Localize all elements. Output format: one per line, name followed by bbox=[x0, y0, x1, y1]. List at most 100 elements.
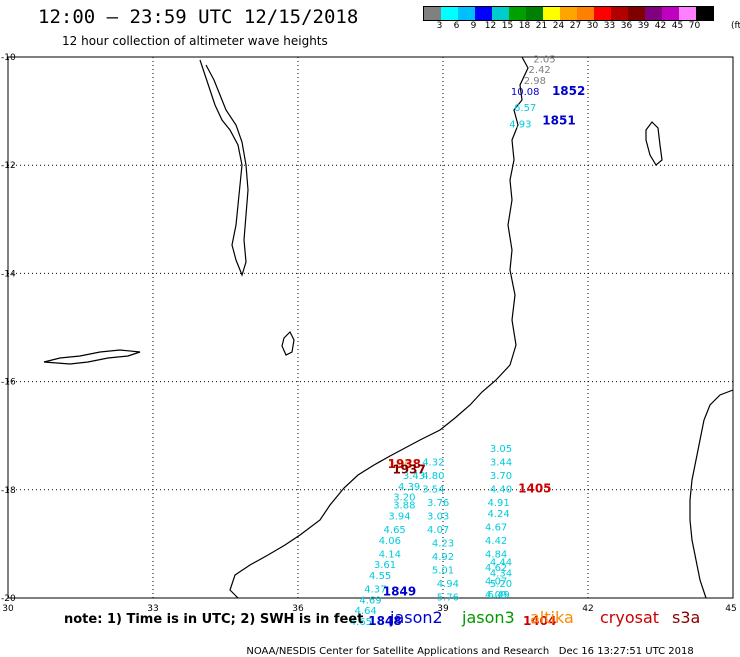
longitude-label: 42 bbox=[582, 604, 593, 614]
color-swatch bbox=[679, 7, 696, 20]
wave-height-value: 4.37 bbox=[364, 585, 386, 596]
wave-height-value: 4.64 bbox=[355, 606, 377, 617]
altika-value: 3.09 bbox=[388, 460, 410, 471]
satellite-legend-jason2: jason2 bbox=[390, 608, 443, 627]
color-swatch bbox=[475, 7, 492, 20]
wave-height-value: 4.42 bbox=[485, 536, 507, 547]
wave-height-value: 4.07 bbox=[485, 576, 507, 587]
color-scale-label: 6 bbox=[453, 21, 460, 31]
lake-chilwa bbox=[281, 330, 295, 356]
color-scale-bar bbox=[423, 6, 714, 21]
wave-height-value: 4.84 bbox=[485, 549, 507, 560]
page-title: 12:00 – 23:59 UTC 12/15/2018 bbox=[38, 6, 359, 28]
wave-height-value: 3.61 bbox=[374, 560, 396, 571]
color-swatch bbox=[611, 7, 628, 20]
wave-height-value: 2.05 bbox=[533, 54, 555, 65]
color-scale-label: 9 bbox=[470, 21, 477, 31]
wave-height-value: 3.44 bbox=[490, 457, 512, 468]
color-swatch bbox=[628, 7, 645, 20]
latitude-label: -16 bbox=[1, 378, 16, 388]
satellite-legend-s3a: s3a bbox=[672, 608, 701, 627]
coastline bbox=[43, 56, 734, 599]
wave-height-value: 4.69 bbox=[359, 595, 381, 606]
wave-height-value: 3.70 bbox=[490, 471, 512, 482]
wave-height-value: 3.54 bbox=[422, 485, 444, 496]
longitude-label: 30 bbox=[2, 604, 14, 614]
color-swatch bbox=[696, 7, 713, 20]
color-swatch bbox=[492, 7, 509, 20]
color-swatch bbox=[441, 7, 458, 20]
comoros-island bbox=[645, 121, 663, 166]
graticule bbox=[7, 56, 734, 599]
latitude-label: -14 bbox=[1, 269, 16, 279]
wave-height-value: 4.62 bbox=[485, 563, 507, 574]
wave-height-value: 5.01 bbox=[432, 566, 454, 577]
wave-height-value: 4.24 bbox=[487, 509, 509, 520]
color-scale-unit: (ft) bbox=[731, 21, 740, 31]
wave-height-value: 4.65 bbox=[350, 617, 372, 628]
latitude-label: -10 bbox=[1, 53, 16, 63]
color-scale-label: 39 bbox=[637, 21, 650, 31]
wave-height-value: 4.34 bbox=[490, 568, 512, 579]
satellite-legend-altika: altika bbox=[530, 608, 574, 627]
wave-height-value: 4.94 bbox=[437, 579, 459, 590]
track-time-label: 1938 bbox=[388, 457, 421, 471]
wave-height-value: 2.98 bbox=[524, 76, 546, 87]
wave-height-value: 4.44 bbox=[490, 558, 512, 569]
track-time-label: 1404 bbox=[523, 614, 556, 628]
wave-height-value: 4.67 bbox=[485, 522, 507, 533]
track-time-label: 1937 bbox=[392, 463, 425, 477]
color-scale-label: 70 bbox=[688, 21, 701, 31]
wave-height-value: 10.08 bbox=[511, 87, 540, 98]
wave-height-value: 3.20 bbox=[393, 493, 415, 504]
page-subtitle: 12 hour collection of altimeter wave hei… bbox=[62, 34, 328, 48]
longitude-label: 39 bbox=[437, 604, 449, 614]
credit-text: NOAA/NESDIS Center for Satellite Applica… bbox=[246, 646, 550, 657]
color-swatch bbox=[662, 7, 679, 20]
color-scale-label: 24 bbox=[552, 21, 565, 31]
lake-kariba bbox=[43, 349, 141, 365]
wave-height-value: 4.91 bbox=[487, 498, 509, 509]
wave-height-value: 3.05 bbox=[490, 444, 512, 455]
color-scale-label: 27 bbox=[569, 21, 582, 31]
track-time-label: 1848 bbox=[368, 614, 401, 628]
color-swatch bbox=[509, 7, 526, 20]
color-scale-label: 42 bbox=[654, 21, 667, 31]
track-time-label: 1849 bbox=[383, 584, 416, 598]
wave-height-value: 4.23 bbox=[432, 539, 454, 550]
color-scale-label: 45 bbox=[671, 21, 684, 31]
wave-height-value: 3.88 bbox=[393, 501, 415, 512]
madagascar-coastline bbox=[689, 389, 734, 599]
wave-height-value: 4.06 bbox=[379, 536, 401, 547]
color-swatch bbox=[645, 7, 662, 20]
footer-note: note: 1) Time is in UTC; 2) SWH is in fe… bbox=[64, 612, 364, 627]
color-swatch bbox=[594, 7, 611, 20]
wave-height-value: 3.03 bbox=[427, 512, 449, 523]
color-swatch bbox=[526, 7, 543, 20]
latitude-label: -20 bbox=[1, 594, 16, 604]
african-coastline bbox=[229, 56, 529, 599]
color-scale-labels: 3 6 9 12 15 18 21 24 27 30 33 36 39 42 45 70 bbox=[423, 21, 714, 31]
wave-height-value: 5.76 bbox=[437, 593, 459, 604]
wave-height-value: 6.49 bbox=[487, 590, 509, 601]
color-scale-label: 33 bbox=[603, 21, 616, 31]
color-scale-label: 18 bbox=[518, 21, 531, 31]
wave-height-value: 5.20 bbox=[490, 579, 512, 590]
color-swatch bbox=[543, 7, 560, 20]
track-time-label: 1851 bbox=[542, 114, 575, 128]
wave-height-value: 4.07 bbox=[427, 525, 449, 536]
lake-malawi-outline bbox=[199, 59, 249, 277]
color-swatch bbox=[458, 7, 475, 20]
color-swatch bbox=[424, 7, 441, 20]
wave-height-value: 3.43 bbox=[403, 471, 425, 482]
map-frame bbox=[7, 56, 734, 599]
color-scale-label: 15 bbox=[501, 21, 514, 31]
color-swatch bbox=[560, 7, 577, 20]
latitude-label: -18 bbox=[1, 486, 16, 496]
credit-line: NOAA/NESDIS Center for Satellite Applica… bbox=[240, 635, 693, 657]
longitude-label: 45 bbox=[725, 604, 736, 614]
wave-height-value: 4.14 bbox=[379, 549, 401, 560]
